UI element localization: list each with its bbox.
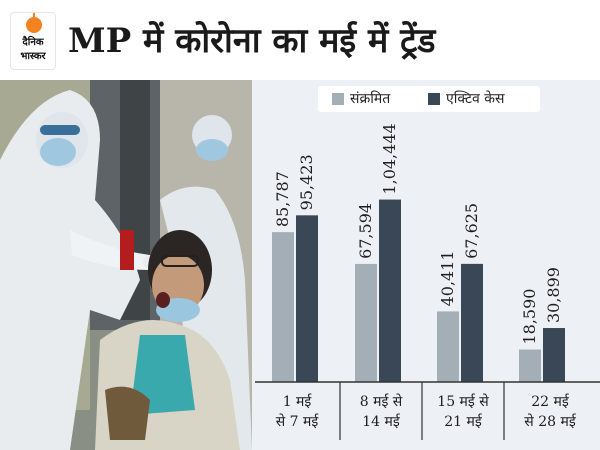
data-label-active-1: 95,423 (297, 154, 316, 210)
page-title: MP में कोरोना का मई में ट्रेंड (68, 21, 436, 61)
bar-active-1 (296, 215, 318, 382)
legend-swatch-active (428, 93, 440, 105)
category-label-2-line1: 8 मई से (360, 393, 403, 410)
data-label-active-2: 1,04,444 (380, 123, 399, 194)
logo-text-line1: दैनिक (22, 37, 44, 48)
bar-infected-2 (355, 263, 377, 382)
legend-label-infected: संक्रमित (350, 91, 391, 107)
category-label-1-line2: से 7 मई (276, 413, 320, 430)
logo-text-line2: भास्कर (20, 51, 46, 62)
bar-active-3 (461, 263, 483, 382)
data-label-active-3: 67,625 (462, 203, 481, 259)
category-label-3-line1: 15 मई से (437, 393, 489, 410)
category-label-4-line2: से 28 मई (524, 413, 577, 430)
category-label-3-line2: 21 मई (444, 413, 483, 430)
legend-label-active: एक्टिव केस (446, 91, 505, 107)
bar-active-4 (543, 328, 565, 382)
category-label-2-line2: 14 मई (362, 413, 401, 430)
sun-icon (26, 17, 42, 33)
bar-infected-4 (519, 349, 541, 382)
bar-infected-3 (437, 311, 459, 382)
data-label-infected-3: 40,411 (438, 250, 457, 306)
chart-legend: संक्रमित एक्टिव केस (318, 86, 540, 112)
category-label-1-line1: 1 मई (283, 393, 313, 410)
bar-active-2 (379, 199, 401, 382)
sun-ray-icon (33, 13, 35, 17)
covid-test-photo (0, 80, 252, 450)
data-label-infected-1: 85,787 (273, 171, 292, 227)
category-label-4-line1: 22 मई (531, 393, 570, 410)
dainik-bhaskar-logo: दैनिक भास्कर (10, 12, 56, 70)
legend-swatch-infected (332, 93, 344, 105)
data-label-infected-4: 18,590 (520, 289, 539, 345)
data-label-active-4: 30,899 (544, 267, 563, 323)
bar-infected-1 (272, 232, 294, 382)
data-label-infected-2: 67,594 (356, 203, 375, 259)
